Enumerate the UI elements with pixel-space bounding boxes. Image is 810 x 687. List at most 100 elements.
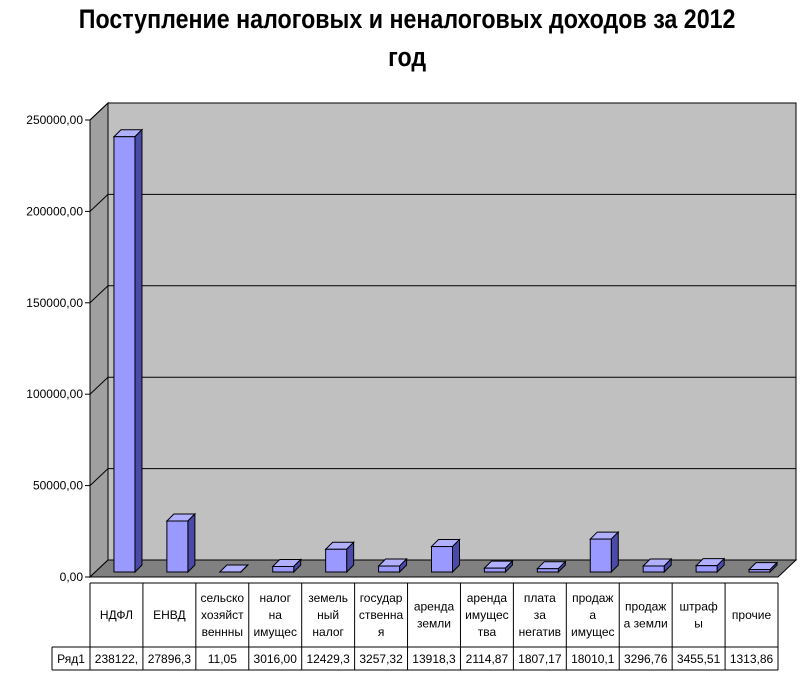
category-label-line: прочие (732, 608, 772, 622)
data-label: 12429,3 (306, 652, 350, 666)
category-label: продаж а имущес (571, 591, 615, 639)
bar (694, 557, 726, 574)
category-label: штраф ы (679, 600, 717, 631)
data-label: 1313,86 (730, 652, 774, 666)
bar-front (642, 565, 665, 573)
category-label: сельско хозяйст веннны (201, 591, 245, 639)
bar-front (166, 520, 189, 573)
category-label-line: земель (308, 591, 348, 605)
bar-side (187, 512, 196, 574)
category-label-line: продаж (625, 600, 666, 614)
category-label-line: тва (478, 625, 497, 639)
data-label: 3016,00 (254, 652, 298, 666)
y-tick-label: 50000,00 (33, 479, 83, 493)
category-label: налог на имущес (253, 591, 297, 639)
series-name: Ряд1 (57, 652, 85, 666)
y-tick-label: 100000,00 (26, 387, 83, 401)
bar-front (431, 546, 453, 573)
bar-front (325, 548, 348, 573)
bar (324, 541, 355, 574)
data-label: 13918,3 (412, 652, 456, 666)
category-label-line: имущес (465, 608, 509, 622)
category-label-line: налог (312, 625, 344, 639)
bar-front (695, 565, 718, 573)
y-tick-label: 200000,00 (26, 204, 83, 218)
data-table: Ряд1 НДФЛ 238122, ЕНВД 27896,3 сельско хозяйст… (51, 582, 779, 671)
bar-front (483, 567, 506, 573)
category-label: аренда имущес тва (465, 591, 509, 639)
bar (112, 128, 144, 574)
bar (641, 557, 673, 574)
bar-front (113, 136, 136, 573)
gridline-side (89, 376, 109, 395)
category-label-line: имущес (253, 625, 297, 639)
category-label: продаж а земли (624, 600, 668, 631)
y-tick-label: 250000,00 (26, 113, 83, 127)
data-label: 1807,17 (518, 652, 562, 666)
data-label: 3296,76 (624, 652, 668, 666)
y-tick-label: 0,00 (60, 570, 84, 584)
category-label-line: аренда (414, 600, 455, 614)
back-wall (107, 102, 797, 561)
category-label-line: продаж (572, 591, 613, 605)
bar (165, 512, 197, 574)
bar (747, 561, 779, 574)
bar-front (748, 569, 771, 573)
category-label-line: ный (317, 608, 339, 622)
category-label-line: ЕНВД (153, 608, 186, 622)
category-label-line: плата (524, 591, 556, 605)
y-axis: 0,00 50000,00 100000,00 150000,00 200000,00 2… (26, 113, 91, 584)
chart-walls (88, 101, 798, 579)
category-label: земель ный налог (308, 591, 348, 639)
y-tick-label: 150000,00 (26, 296, 83, 310)
gridline-side (89, 285, 109, 304)
bar (218, 563, 250, 574)
category-label: прочие (732, 608, 772, 622)
bar-front (589, 538, 612, 573)
gridlines (89, 102, 796, 486)
bar (589, 530, 620, 574)
category-label-line: земли (417, 617, 451, 631)
data-label: 11,05 (208, 652, 237, 666)
category-label-line: веннны (202, 625, 243, 639)
category-label-line: аренда (467, 591, 508, 605)
data-label: 27896,3 (148, 652, 192, 666)
category-label-line: а (589, 608, 596, 622)
bar (483, 559, 514, 574)
bar (536, 560, 567, 574)
category-label-line: на (269, 608, 283, 622)
category-label-line: налог (259, 591, 291, 605)
category-label-line: сельско (201, 591, 245, 605)
data-label: 3455,51 (677, 652, 721, 666)
bar (430, 538, 461, 574)
bar (271, 558, 302, 574)
category-label-line: я (378, 625, 385, 639)
category-label-line: негатив (519, 625, 561, 639)
gridline-side (89, 194, 109, 212)
category-label-line: за (534, 608, 547, 622)
data-label: 2114,87 (466, 652, 509, 666)
category-label-line: государ (360, 591, 403, 605)
category-label-line: НДФЛ (100, 608, 133, 622)
data-label: 18010,1 (571, 652, 615, 666)
data-label: 238122, (95, 652, 138, 666)
bar-side (610, 530, 619, 574)
category-label: аренда земли (414, 600, 455, 631)
gridline-side (89, 468, 109, 486)
bar-front (378, 565, 401, 573)
bar-front (272, 565, 295, 573)
gridline-side (89, 102, 109, 121)
category-label: плата за негатив (519, 591, 561, 639)
category-label-line: штраф (679, 600, 717, 614)
bars (112, 128, 779, 574)
category-label-line: имущес (571, 625, 615, 639)
bar-side (134, 128, 143, 574)
category-label-line: ственна (359, 608, 404, 622)
bar (377, 557, 408, 574)
chart-title: Поступление налоговых и неналоговых дохо… (78, 4, 736, 72)
bar-front (536, 568, 559, 573)
category-label: государ ственна я (359, 591, 404, 639)
category-label: НДФЛ (100, 608, 133, 622)
category-label-line: ы (694, 617, 703, 631)
